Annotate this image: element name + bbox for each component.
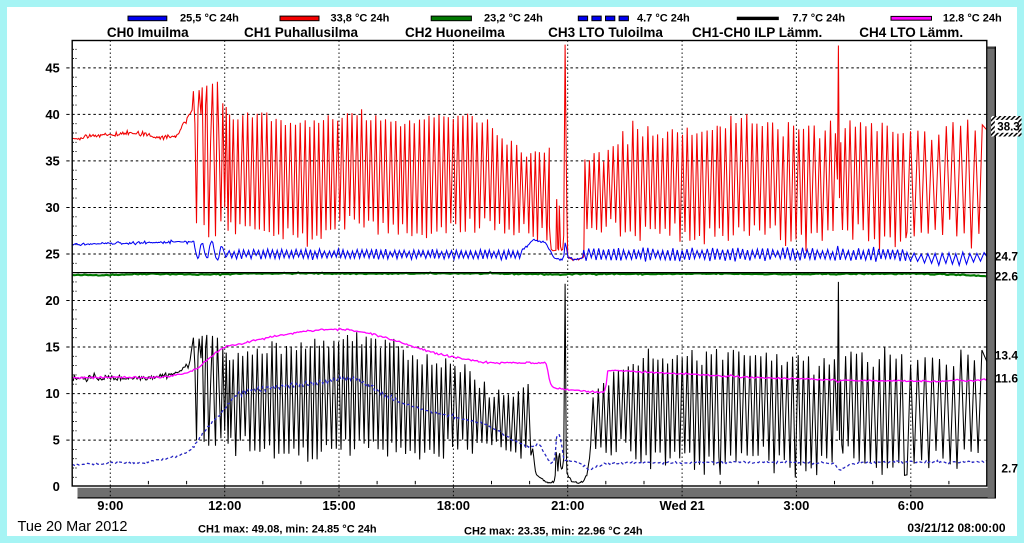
- svg-text:15: 15: [45, 339, 59, 354]
- svg-text:CH1 Puhallusilma: CH1 Puhallusilma: [244, 25, 359, 40]
- svg-text:33,8 °C 24h: 33,8 °C 24h: [331, 12, 390, 24]
- svg-text:CH1 max: 49.08, min: 24.85 °C: CH1 max: 49.08, min: 24.85 °C 24h: [198, 524, 377, 536]
- svg-text:12.8 °C 24h: 12.8 °C 24h: [943, 12, 1002, 24]
- svg-text:25: 25: [45, 246, 59, 261]
- svg-text:Wed 21: Wed 21: [659, 498, 704, 513]
- svg-text:12:00: 12:00: [208, 498, 241, 513]
- svg-text:13.4: 13.4: [995, 349, 1019, 363]
- svg-text:5: 5: [53, 433, 60, 448]
- svg-text:CH2 Huoneilma: CH2 Huoneilma: [405, 25, 505, 40]
- svg-text:CH2 max: 23.35, min: 22.96 °C: CH2 max: 23.35, min: 22.96 °C 24h: [464, 526, 643, 538]
- svg-text:03/21/12 08:00:00: 03/21/12 08:00:00: [907, 521, 1005, 535]
- svg-text:24.7: 24.7: [995, 250, 1019, 264]
- svg-text:6:00: 6:00: [898, 498, 924, 513]
- svg-text:3:00: 3:00: [783, 498, 809, 513]
- svg-text:Tue 20 Mar 2012: Tue 20 Mar 2012: [18, 519, 128, 535]
- svg-text:20: 20: [45, 293, 59, 308]
- svg-text:15:00: 15:00: [322, 498, 355, 513]
- svg-text:CH3 LTO Tuloilma: CH3 LTO Tuloilma: [548, 25, 663, 40]
- svg-text:0: 0: [53, 479, 60, 494]
- svg-text:7.7 °C 24h: 7.7 °C 24h: [792, 12, 845, 24]
- svg-text:11.6: 11.6: [995, 372, 1018, 386]
- svg-text:25,5 °C 24h: 25,5 °C 24h: [180, 12, 239, 24]
- svg-text:18:00: 18:00: [437, 498, 470, 513]
- svg-text:23,2 °C 24h: 23,2 °C 24h: [484, 12, 543, 24]
- svg-text:40: 40: [45, 107, 59, 122]
- svg-text:CH4 LTO Lämm.: CH4 LTO Lämm.: [859, 25, 963, 40]
- svg-text:CH1-CH0 ILP Lämm.: CH1-CH0 ILP Lämm.: [692, 25, 822, 40]
- svg-text:30: 30: [45, 200, 59, 215]
- svg-text:22.6: 22.6: [995, 270, 1019, 284]
- svg-text:CH0 Imuilma: CH0 Imuilma: [107, 25, 189, 40]
- svg-text:45: 45: [45, 60, 59, 75]
- svg-text:10: 10: [45, 386, 59, 401]
- svg-text:4.7 °C 24h: 4.7 °C 24h: [637, 12, 690, 24]
- svg-text:2.7: 2.7: [1001, 462, 1018, 476]
- svg-text:21:00: 21:00: [551, 498, 584, 513]
- svg-text:9:00: 9:00: [97, 498, 123, 513]
- svg-text:35: 35: [45, 153, 59, 168]
- svg-text:38.3: 38.3: [997, 122, 1019, 134]
